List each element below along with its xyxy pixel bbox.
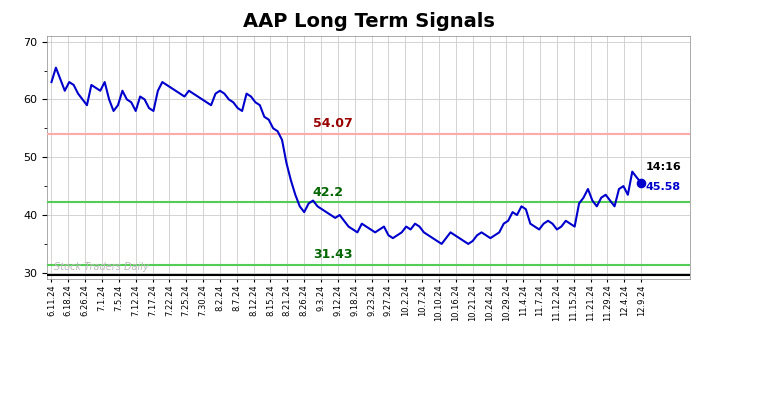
Title: AAP Long Term Signals: AAP Long Term Signals [242,12,495,31]
Text: Stock Traders Daily: Stock Traders Daily [53,262,148,272]
Text: 31.43: 31.43 [313,248,352,261]
Text: 45.58: 45.58 [645,181,681,191]
Text: 54.07: 54.07 [313,117,353,130]
Text: 42.2: 42.2 [313,186,344,199]
Point [635,179,648,186]
Text: 14:16: 14:16 [645,162,681,172]
